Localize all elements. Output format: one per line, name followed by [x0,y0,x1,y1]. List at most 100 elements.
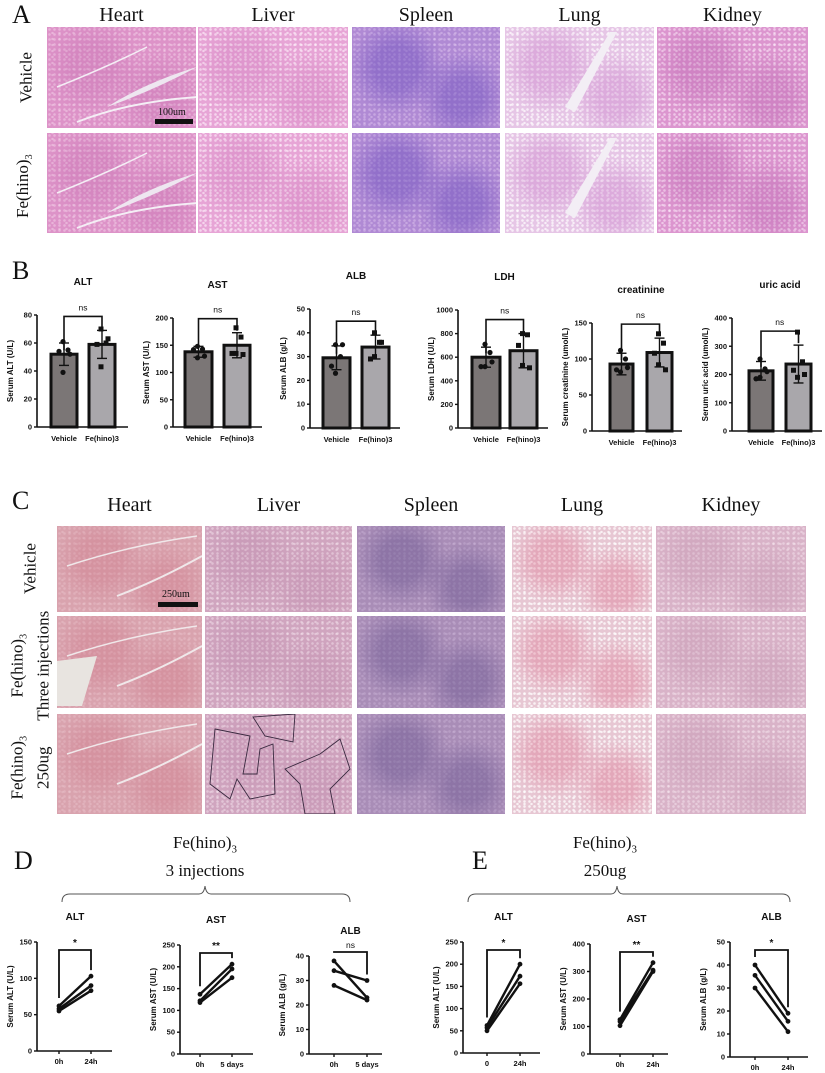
line-chart-e-alb: ALB 0 10 20 30 40 50 0h 24h Serum ALB (g/L) * [699,912,808,1072]
y-tick-label: 50 [24,1010,32,1019]
y-tick-label: 150 [574,319,587,328]
chart-title: ALT [494,912,513,923]
significance-bracket [197,317,238,348]
subscript: 3 [24,154,36,160]
subscript: 3 [631,843,638,856]
y-axis-label: Serum AST (U/L) [559,967,568,1031]
data-point [652,350,657,356]
significance-label: ns [79,302,88,312]
data-point [229,966,235,972]
data-point [785,1029,791,1035]
x-tick-label: 0h [196,1060,205,1069]
x-tick-label: Fe(hino)3 [220,434,254,443]
histology-lung-0 [505,27,654,128]
data-point [785,1010,791,1016]
x-tick-label: Vehicle [748,438,774,447]
panel-a-letter: A [12,0,31,29]
data-point [752,972,758,978]
data-point [190,347,197,353]
data-point [88,988,94,994]
column-header-c-liver: Liver [256,494,301,516]
histology-lung-1 [505,133,654,233]
column-header-spleen: Spleen [398,4,454,26]
data-point [56,1008,62,1014]
y-tick-label: 400 [572,940,585,949]
data-point [802,372,807,377]
y-tick-label: 80 [24,311,32,320]
data-point [60,369,66,375]
significance-bracket [63,315,103,351]
data-point [487,349,493,356]
data-point [194,343,201,349]
data-point [65,347,71,353]
data-point [617,369,624,375]
subject-line [58,975,92,1007]
bar-chart-alt: ALT Vehicle Fe(hino)3 0 20 40 60 80 Serum ALT (U… [6,277,128,443]
y-tick-label: 40 [297,328,305,337]
y-tick-label: 1000 [436,306,453,315]
column-header-c-kidney: Kidney [701,494,761,516]
chart-title: ALT [74,277,93,288]
y-tick-label: 0 [171,1050,175,1059]
x-tick-label: Fe(hino)3 [782,438,816,447]
data-point [364,978,370,983]
data-point [240,352,246,358]
data-point [368,356,373,362]
significance-bracket [619,951,654,1012]
data-point [800,359,805,365]
chart-title: ALT [66,912,85,923]
subject-line [754,974,789,1023]
y-axis-label: Serum uric acid (umol/L) [701,327,710,421]
subject-line [485,963,522,1027]
data-point [197,1000,203,1005]
data-point [764,369,770,375]
data-point [517,973,523,979]
significance-bracket [760,330,800,367]
y-axis-label: Serum AST (U/L) [149,968,158,1032]
y-tick-label: 600 [440,353,453,362]
significance-label: * [770,938,774,949]
data-point [103,340,109,346]
chart-title: AST [206,915,226,926]
y-tick-label: 50 [717,938,725,947]
y-tick-label: 100 [162,1006,175,1015]
panel-c-letter: C [12,486,30,515]
y-tick-label: 100 [445,1004,458,1013]
row-label-0: Vehicle [16,51,36,103]
data-point [757,356,763,362]
histology-c-spleen-2 [357,714,505,814]
y-tick-label: 150 [155,341,168,350]
histology-heart-1 [47,133,196,233]
histology-c-liver-1 [205,616,352,708]
line-chart-d-ast: AST 0 50 100 150 200 250 0h 5 days Serum AST (U/L… [149,915,253,1069]
data-point [98,326,104,332]
significance-label: ** [212,941,220,952]
bar-chart-creatinine: creatinine Vehicle Fe(hino)3 0 50 100 150 Serum… [561,285,682,447]
x-tick-label: 0 [485,1059,489,1068]
x-tick-label: Vehicle [186,434,212,443]
y-tick-label: 20 [24,395,32,404]
data-point [791,367,796,373]
y-tick-label: 150 [445,982,458,991]
data-point [199,346,206,352]
column-header-c-heart: Heart [107,494,152,516]
histology-c-spleen-1 [357,616,505,708]
y-tick-label: 10 [717,1030,725,1039]
y-tick-label: 20 [296,1001,304,1010]
histology-kidney-1 [657,133,808,233]
y-tick-label: 300 [572,967,585,976]
data-point [105,336,111,342]
significance-label: ns [500,306,509,316]
y-tick-label: 400 [440,376,453,385]
data-point [520,331,525,337]
histology-c-lung-2 [512,714,652,814]
bar-chart-ldh: LDH Vehicle Fe(hino)3 0 200 400 600 800 1000 Seru… [427,272,548,444]
data-point [332,370,339,376]
panel-a-scale-label: 100um [158,107,186,118]
y-tick-label: 0 [300,1050,304,1059]
data-point [331,958,337,964]
bar-vehicle [183,350,214,429]
y-tick-label: 0 [581,1050,585,1059]
y-tick-label: 200 [155,314,168,323]
panel-c-scale-bar [158,602,198,607]
